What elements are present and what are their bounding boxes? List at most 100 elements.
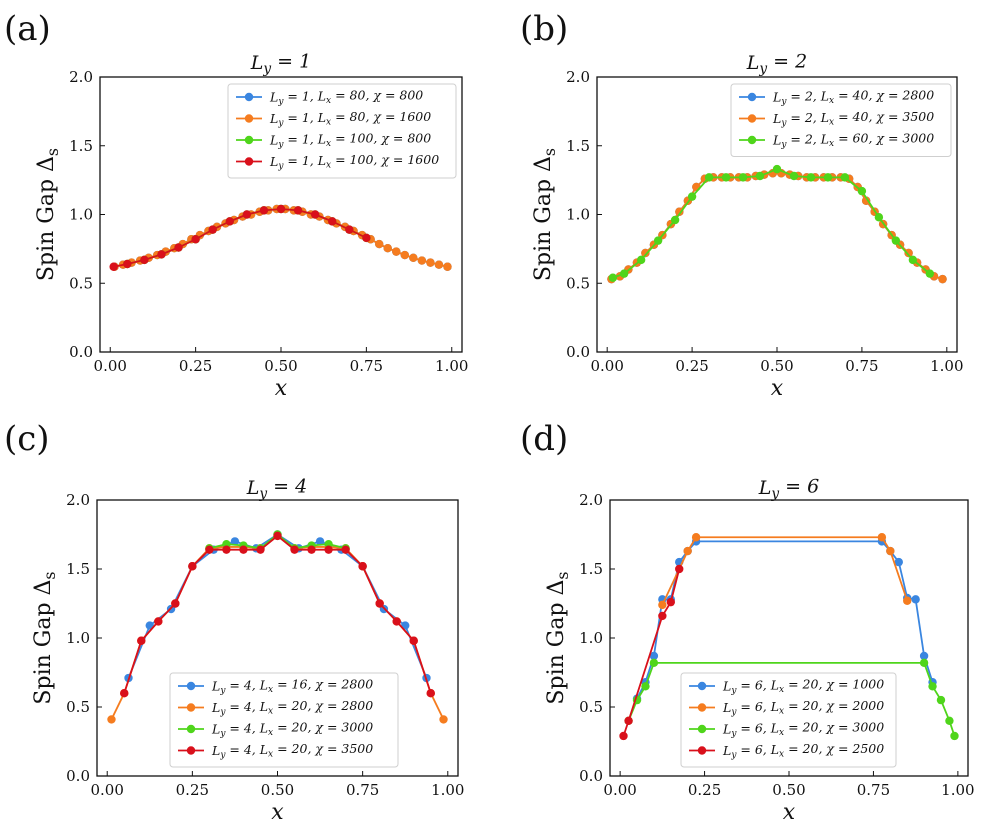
data-point bbox=[950, 731, 959, 741]
series-2 bbox=[110, 204, 452, 271]
x-tick-label: 0.75 bbox=[845, 357, 878, 375]
data-point bbox=[174, 243, 183, 252]
data-point bbox=[755, 171, 765, 181]
legend-label: Ly​ = 6, Lx​ = 20, χ = 1000 bbox=[722, 676, 884, 696]
series-3 bbox=[608, 164, 935, 282]
data-point bbox=[120, 689, 129, 698]
legend-box bbox=[730, 83, 952, 157]
legend-marker bbox=[697, 746, 707, 755]
data-point bbox=[310, 210, 320, 219]
data-point bbox=[624, 716, 633, 725]
legend-marker bbox=[697, 724, 707, 734]
series-4 bbox=[109, 204, 371, 271]
data-point bbox=[772, 164, 782, 174]
x-tick-label: 0.00 bbox=[91, 781, 124, 799]
chart-panel-2: (b) Ly​ = 2 0.00 0.25 0.50 0.75 1.00 0.0 0.5 1.0 1… bbox=[520, 9, 964, 401]
data-point bbox=[641, 682, 650, 691]
legend-box bbox=[227, 83, 457, 179]
legend-marker bbox=[244, 114, 254, 123]
x-tick-label: 0.75 bbox=[346, 781, 379, 799]
data-point bbox=[908, 255, 918, 265]
data-point bbox=[276, 204, 286, 214]
legend-entry: Ly​ = 4, Lx​ = 20, χ = 2800 bbox=[178, 698, 373, 718]
y-tick-label: 1.5 bbox=[566, 137, 590, 155]
legend-entry: Ly​ = 6, Lx​ = 20, χ = 2000 bbox=[689, 698, 884, 718]
y-tick-label: 1.0 bbox=[566, 206, 590, 224]
legend-entry: Ly​ = 6, Lx​ = 20, χ = 1000 bbox=[689, 676, 884, 696]
legend-entry: Ly​ = 4, Lx​ = 20, χ = 3000 bbox=[178, 719, 373, 739]
data-point bbox=[107, 715, 116, 724]
data-point bbox=[434, 260, 444, 269]
legend-label: Ly​ = 4, Lx​ = 20, χ = 3500 bbox=[211, 741, 373, 761]
legend-label: Ly​ = 6, Lx​ = 20, χ = 2000 bbox=[722, 698, 884, 718]
data-point bbox=[919, 658, 929, 668]
data-point bbox=[345, 225, 354, 234]
data-point bbox=[358, 562, 367, 571]
x-tick-label: 0.25 bbox=[675, 357, 708, 375]
x-tick-label: 0.25 bbox=[688, 781, 721, 799]
legend-label: Ly​ = 6, Lx​ = 20, χ = 2500 bbox=[722, 741, 884, 761]
legend-label: Ly​ = 4, Lx​ = 16, χ = 2800 bbox=[211, 676, 373, 696]
data-point bbox=[328, 217, 337, 226]
data-point bbox=[154, 617, 163, 626]
legend-marker bbox=[747, 114, 757, 123]
y-tick-label: 0.5 bbox=[566, 274, 590, 292]
y-tick-label: 1.0 bbox=[69, 206, 93, 224]
data-point bbox=[945, 716, 954, 725]
data-point bbox=[137, 636, 146, 645]
data-point bbox=[109, 262, 118, 271]
data-point bbox=[188, 562, 197, 571]
data-point bbox=[666, 597, 675, 607]
legend-label: Ly​ = 2, Lx​ = 40, χ = 3500 bbox=[772, 109, 934, 129]
data-point bbox=[658, 611, 667, 621]
data-point bbox=[208, 225, 217, 234]
legend: Ly​ = 1, Lx​ = 80, χ = 800 Ly​ = 1, Lx​ =… bbox=[227, 83, 457, 179]
data-point bbox=[439, 715, 448, 724]
data-point bbox=[692, 182, 701, 192]
plot-frame bbox=[596, 76, 958, 353]
data-point bbox=[171, 599, 180, 608]
data-point bbox=[426, 258, 435, 267]
data-point bbox=[409, 636, 418, 645]
data-point bbox=[315, 537, 325, 546]
data-point bbox=[823, 173, 833, 182]
data-point bbox=[225, 217, 234, 226]
data-point bbox=[911, 595, 920, 604]
x-tick-label: 1.00 bbox=[930, 357, 963, 375]
data-point bbox=[675, 207, 684, 216]
x-tick-label: 0.00 bbox=[590, 357, 623, 375]
data-point bbox=[874, 213, 884, 222]
legend-label: Ly​ = 4, Lx​ = 20, χ = 3000 bbox=[211, 719, 373, 739]
y-tick-label: 2.0 bbox=[69, 68, 93, 86]
data-point bbox=[293, 206, 303, 215]
data-point bbox=[409, 253, 418, 263]
y-tick-label: 1.0 bbox=[579, 629, 603, 647]
data-point bbox=[903, 596, 912, 605]
legend-marker bbox=[186, 724, 196, 734]
legend-entry: Ly​ = 1, Lx​ = 100, χ = 800 bbox=[236, 130, 431, 150]
x-tick-label: 0.25 bbox=[176, 781, 209, 799]
data-point bbox=[375, 599, 384, 608]
data-point bbox=[341, 545, 350, 554]
data-point bbox=[649, 651, 659, 661]
data-point bbox=[861, 196, 871, 205]
legend-box bbox=[680, 672, 897, 768]
x-axis-label: x bbox=[275, 376, 288, 401]
legend-marker bbox=[244, 135, 254, 145]
panel-label: (d) bbox=[520, 419, 568, 459]
chart-title: Ly​ = 2 bbox=[746, 50, 807, 77]
y-tick-label: 2.0 bbox=[66, 491, 90, 509]
data-point bbox=[840, 173, 850, 182]
legend-label: Ly​ = 1, Lx​ = 100, χ = 1600 bbox=[269, 152, 439, 172]
data-point bbox=[205, 545, 214, 554]
data-point bbox=[392, 617, 401, 626]
data-point bbox=[324, 545, 333, 554]
legend-entry: Ly​ = 1, Lx​ = 80, χ = 800 bbox=[236, 87, 423, 107]
data-point bbox=[649, 658, 659, 668]
series-2 bbox=[658, 533, 912, 610]
chart-panel-3: (c) Ly​ = 4 0.00 0.25 0.50 0.75 1.00 0.0 0.5 1.0 1… bbox=[4, 419, 464, 825]
data-point bbox=[877, 533, 887, 542]
data-point bbox=[400, 250, 409, 260]
data-point bbox=[157, 250, 166, 259]
